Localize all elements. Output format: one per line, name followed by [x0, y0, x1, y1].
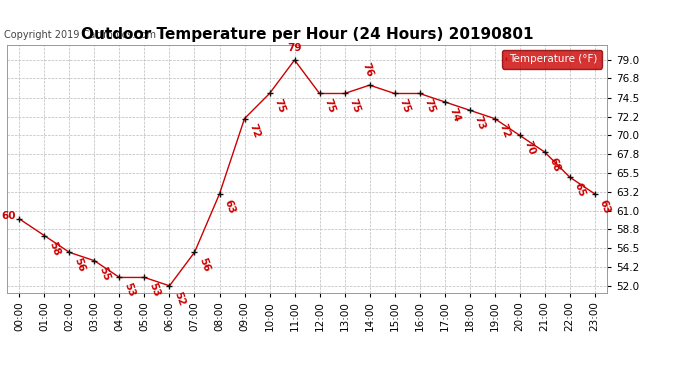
Point: [139, 274, 150, 280]
Point: [39, 232, 50, 238]
Text: 79: 79: [287, 44, 302, 53]
Text: 75: 75: [397, 98, 412, 115]
Point: [189, 249, 200, 255]
Point: [314, 90, 325, 96]
Point: [489, 116, 500, 122]
Legend: Temperature (°F): Temperature (°F): [502, 50, 602, 69]
Text: 74: 74: [448, 106, 462, 123]
Point: [64, 249, 75, 255]
Text: 55: 55: [97, 265, 112, 282]
Title: Outdoor Temperature per Hour (24 Hours) 20190801: Outdoor Temperature per Hour (24 Hours) …: [81, 27, 533, 42]
Point: [389, 90, 400, 96]
Text: 73: 73: [473, 114, 487, 132]
Text: 53: 53: [148, 282, 162, 298]
Point: [164, 283, 175, 289]
Text: 75: 75: [348, 98, 362, 115]
Point: [589, 191, 600, 197]
Point: [264, 90, 275, 96]
Text: 58: 58: [48, 240, 62, 257]
Point: [239, 116, 250, 122]
Text: 56: 56: [197, 256, 212, 274]
Text: 65: 65: [573, 181, 587, 198]
Point: [539, 149, 550, 155]
Text: 70: 70: [522, 140, 537, 157]
Point: [289, 57, 300, 63]
Text: Copyright 2019 Cartronics.com: Copyright 2019 Cartronics.com: [4, 30, 156, 40]
Text: 75: 75: [322, 98, 337, 115]
Point: [339, 90, 350, 96]
Point: [14, 216, 25, 222]
Point: [564, 174, 575, 180]
Text: 72: 72: [248, 123, 262, 140]
Point: [414, 90, 425, 96]
Text: 52: 52: [172, 290, 187, 307]
Text: 63: 63: [222, 198, 237, 215]
Point: [214, 191, 225, 197]
Text: 75: 75: [273, 98, 287, 115]
Text: 56: 56: [72, 256, 87, 274]
Text: 63: 63: [598, 198, 612, 215]
Text: 68: 68: [548, 156, 562, 173]
Point: [464, 107, 475, 113]
Point: [514, 132, 525, 138]
Text: 76: 76: [360, 61, 374, 78]
Text: 60: 60: [1, 211, 15, 221]
Point: [439, 99, 450, 105]
Text: 72: 72: [497, 123, 512, 140]
Text: 53: 53: [122, 282, 137, 298]
Point: [89, 258, 100, 264]
Point: [114, 274, 125, 280]
Point: [364, 82, 375, 88]
Text: 75: 75: [422, 98, 437, 115]
